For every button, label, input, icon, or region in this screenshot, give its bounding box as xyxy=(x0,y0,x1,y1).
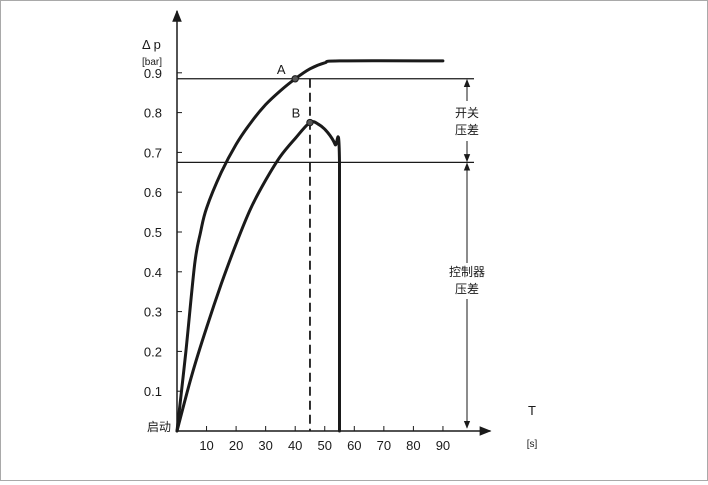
point-b-label: B xyxy=(292,106,301,121)
y-tick-label: 0.7 xyxy=(144,145,162,160)
y-tick-label: 0.6 xyxy=(144,185,162,200)
y-tick-label: 0.9 xyxy=(144,66,162,81)
x-axis-title: T xyxy=(528,403,536,418)
x-tick-label: 90 xyxy=(436,438,450,453)
controller-diff-label: 控制器 xyxy=(449,265,485,279)
x-tick-label: 60 xyxy=(347,438,361,453)
point-a-marker xyxy=(291,75,299,83)
x-tick-label: 10 xyxy=(199,438,213,453)
switch-diff-label: 开关 xyxy=(455,106,479,120)
y-tick-label: 0.5 xyxy=(144,225,162,240)
series-curve-2 xyxy=(175,120,341,433)
y-axis-unit: [bar] xyxy=(142,57,162,68)
y-tick-label: 0.8 xyxy=(144,106,162,121)
point-b-marker xyxy=(306,118,314,127)
controller-diff-label: 压差 xyxy=(455,282,479,296)
origin-label: 启动 xyxy=(147,420,171,434)
x-tick-label: 80 xyxy=(406,438,420,453)
x-tick-label: 40 xyxy=(288,438,302,453)
x-tick-label: 20 xyxy=(229,438,243,453)
x-axis-unit: [s] xyxy=(527,439,538,450)
y-tick-label: 0.3 xyxy=(144,305,162,320)
y-tick-label: 0.2 xyxy=(144,344,162,359)
y-tick-label: 0.4 xyxy=(144,265,162,280)
series-curve-1 xyxy=(175,59,445,433)
x-tick-label: 30 xyxy=(258,438,272,453)
y-axis-title: Δ p xyxy=(142,37,161,52)
x-tick-label: 50 xyxy=(318,438,332,453)
point-a-label: A xyxy=(277,62,286,77)
y-tick-label: 0.1 xyxy=(144,384,162,399)
x-tick-label: 70 xyxy=(377,438,391,453)
switch-diff-label: 压差 xyxy=(455,123,479,137)
